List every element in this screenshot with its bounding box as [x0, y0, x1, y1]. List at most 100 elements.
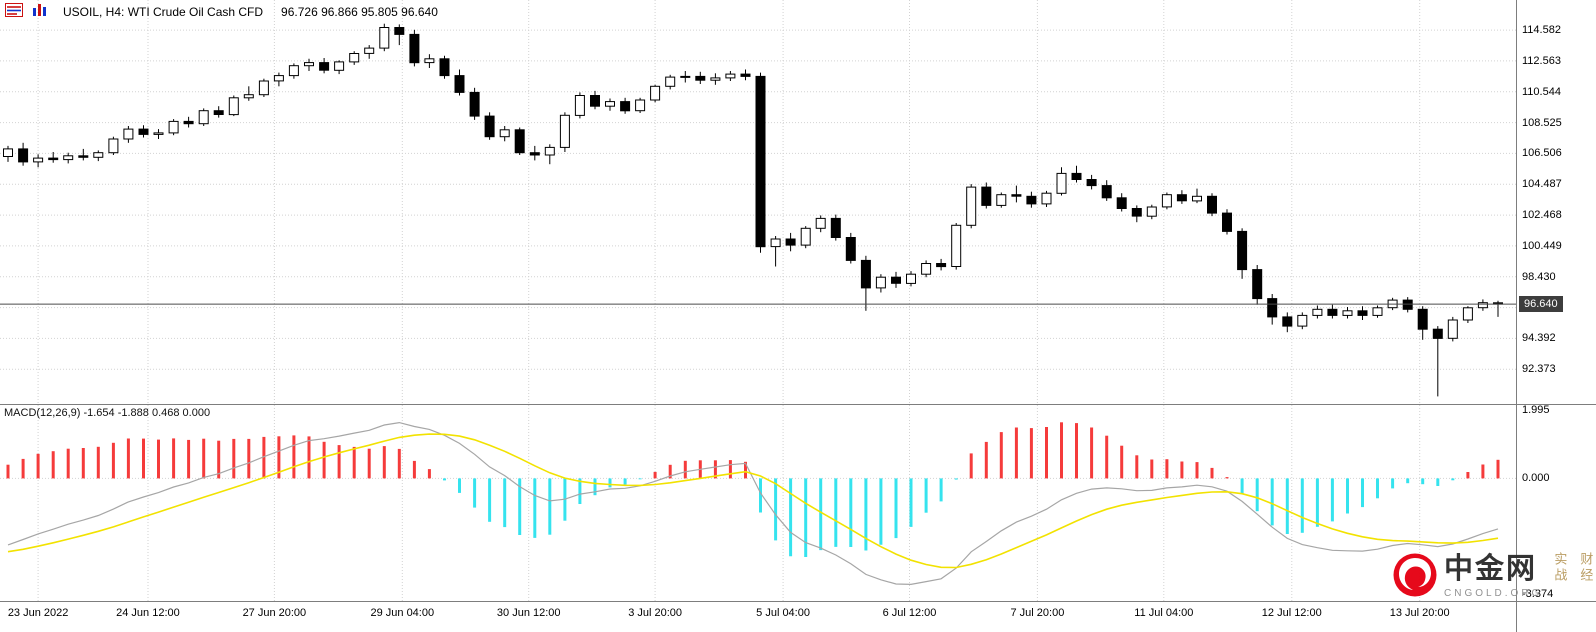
candle-body [1282, 316, 1293, 327]
candle-body [138, 128, 149, 135]
candle-body [1071, 172, 1082, 180]
candle-body [183, 120, 194, 125]
candle-body [635, 99, 646, 112]
candle-body [379, 27, 390, 49]
cngold-logo-icon [1392, 552, 1438, 603]
candle-body [544, 146, 555, 156]
candle-body [48, 157, 59, 161]
time-axis-label: 3 Jul 20:00 [628, 607, 683, 619]
candle-body [153, 132, 164, 135]
candle-body [755, 75, 766, 248]
price-axis-label: 114.582 [1522, 24, 1561, 37]
candle-body [1252, 269, 1263, 300]
candle-body [710, 77, 721, 81]
candle-body [439, 58, 450, 77]
chart-header: USOIL, H4: WTI Crude Oil Cash CFD 96.726… [5, 3, 438, 20]
candle-body [1417, 308, 1428, 330]
candle-body [484, 115, 495, 138]
candle-body [951, 224, 962, 268]
candle-body [860, 259, 871, 289]
candle-body [620, 101, 631, 112]
macd-axis-label: 0.000 [1522, 472, 1550, 485]
time-axis-label: 5 Jul 04:00 [756, 607, 810, 619]
candle-body [665, 76, 676, 87]
candle-body [304, 62, 314, 67]
price-chart[interactable] [0, 0, 1516, 404]
candle-body [454, 75, 465, 93]
candle-body [243, 94, 254, 99]
candle-body [936, 263, 947, 268]
candle-body [1402, 299, 1413, 310]
candle-body [800, 227, 811, 246]
time-axis-label: 12 Jul 12:00 [1261, 607, 1322, 619]
macd-axis-label: 1.995 [1522, 404, 1550, 417]
candle-body [258, 80, 269, 96]
time-axis[interactable]: 23 Jun 2022 24 Jun 12:00 27 Jun 20:00 29 Ju… [0, 602, 1516, 632]
candle-body [424, 58, 435, 64]
candle-body [559, 114, 570, 148]
panel-separator[interactable] [0, 404, 1596, 405]
price-axis-label: 98.430 [1522, 270, 1556, 283]
candle-body [1327, 308, 1338, 316]
report-icon[interactable] [5, 3, 23, 20]
candle-body [1116, 197, 1127, 210]
candle-body [409, 33, 420, 64]
price-axis-label: 108.525 [1522, 116, 1562, 129]
symbol-title: USOIL, H4: WTI Crude Oil Cash CFD [63, 4, 264, 19]
candle-body [680, 75, 691, 78]
candle-body [1176, 194, 1187, 202]
candle-body [78, 155, 89, 158]
candle-body [228, 97, 239, 116]
candle-body [1101, 185, 1112, 199]
candle-body [1372, 307, 1383, 316]
price-axis-label: 110.544 [1522, 85, 1561, 98]
price-axis[interactable]: 96.640 114.582 112.563 110.544 108.525 106.5… [1516, 0, 1596, 632]
panel-separator[interactable] [0, 601, 1596, 602]
candle-body [168, 120, 179, 134]
candle-body [1357, 310, 1368, 316]
candle-body [1462, 307, 1473, 321]
candle-body [1477, 302, 1488, 309]
candle-body [18, 148, 29, 163]
candle-body [785, 238, 796, 246]
slogan-col: 财经 [1578, 552, 1594, 584]
macd-indicator-label: MACD(12,26,9) -1.654 -1.888 0.468 0.000 [4, 407, 211, 419]
time-axis-label: 24 Jun 12:00 [116, 607, 180, 619]
time-axis-label: 7 Jul 20:00 [1010, 607, 1065, 619]
price-axis-label: 92.373 [1522, 363, 1556, 376]
candle-body [770, 238, 781, 248]
candle-body [996, 194, 1007, 206]
candle-body [590, 95, 600, 107]
candle-body [574, 95, 585, 116]
candle-body [1041, 192, 1052, 205]
candle-body [725, 73, 736, 79]
watermark: 中金网 CNGOLD.ORG 实战 财经 新媒体 [1392, 548, 1594, 630]
time-axis-label: 30 Jun 12:00 [496, 607, 561, 619]
candle-body [364, 47, 375, 54]
price-axis-label: 112.563 [1522, 54, 1561, 67]
candle-body [981, 186, 992, 206]
candle-body [891, 276, 901, 284]
candle-body [1312, 308, 1323, 316]
macd-indicator-chart[interactable] [0, 405, 1516, 601]
candle-body [529, 152, 540, 156]
candle-body [198, 110, 209, 125]
candle-body [830, 217, 841, 238]
candle-body [1297, 314, 1308, 327]
candle-body [213, 110, 224, 115]
candle-body [1237, 230, 1248, 271]
candle-body [875, 276, 886, 289]
time-axis-label: 6 Jul 12:00 [882, 607, 937, 619]
bar-chart-icon[interactable] [31, 3, 49, 20]
time-axis-label: 13 Jul 20:00 [1389, 607, 1450, 619]
candle-body [273, 75, 284, 82]
macd-axis-label: -3.374 [1522, 587, 1554, 600]
candle-body [63, 155, 74, 161]
candle-body [319, 62, 330, 71]
candle-body [1086, 179, 1097, 187]
candle-body [1011, 194, 1022, 197]
price-axis-label: 104.487 [1522, 178, 1562, 191]
candle-body [845, 237, 856, 261]
brand-domain: CNGOLD.ORG [1444, 587, 1543, 599]
candle-body [33, 157, 44, 163]
